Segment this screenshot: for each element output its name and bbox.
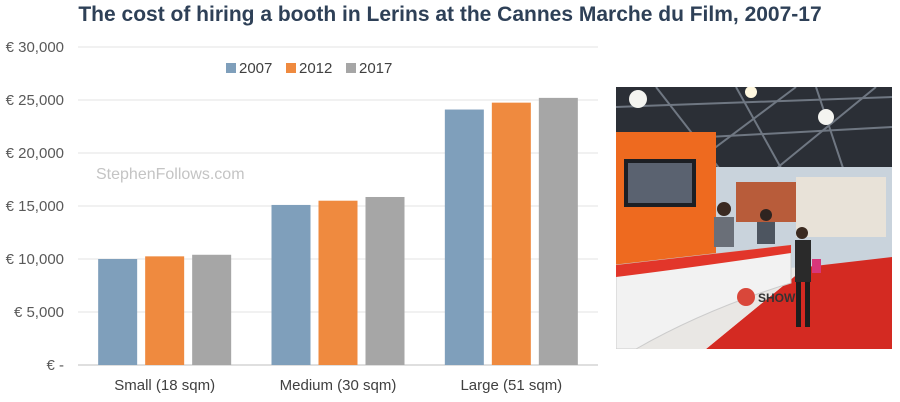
- x-category-label: Small (18 sqm): [114, 377, 215, 394]
- y-tick-label: € 30,000: [6, 39, 64, 56]
- legend-swatch-2007: [226, 63, 236, 73]
- bar-2017-3: [538, 97, 578, 365]
- desk-sign-text: SHOW: [758, 291, 796, 305]
- y-tick-label: € 15,000: [6, 198, 64, 215]
- y-tick-label: € 5,000: [14, 304, 64, 321]
- bar-2007-2: [271, 204, 311, 365]
- bar-2012-2: [318, 200, 358, 365]
- legend-swatch-2012: [286, 63, 296, 73]
- booth-photo: SHOW: [616, 87, 892, 349]
- bar-2017-1: [192, 254, 232, 365]
- legend: 2007 2012 2017: [226, 60, 392, 77]
- legend-label-2017: 2017: [359, 60, 392, 77]
- legend-label-2007: 2007: [239, 60, 272, 77]
- watermark-text: StephenFollows.com: [96, 166, 245, 183]
- y-tick-label: € 10,000: [6, 251, 64, 268]
- y-tick-label: € -: [46, 357, 64, 374]
- legend-label-2012: 2012: [299, 60, 332, 77]
- bar-2007-1: [98, 259, 138, 365]
- bar-2012-1: [145, 256, 185, 365]
- chart-title: The cost of hiring a booth in Lerins at …: [78, 3, 822, 26]
- legend-swatch-2017: [346, 63, 356, 73]
- y-tick-label: € 25,000: [6, 92, 64, 109]
- bar-2012-3: [491, 102, 531, 366]
- x-category-label: Medium (30 sqm): [280, 377, 397, 394]
- bars: [98, 97, 578, 366]
- x-category-label: Large (51 sqm): [460, 377, 562, 394]
- bar-2017-2: [365, 196, 405, 365]
- axis-labels: € - € 5,000 € 10,000 € 15,000 € 20,000 € 25,0…: [6, 39, 563, 394]
- bar-2007-3: [444, 109, 484, 365]
- y-tick-label: € 20,000: [6, 145, 64, 162]
